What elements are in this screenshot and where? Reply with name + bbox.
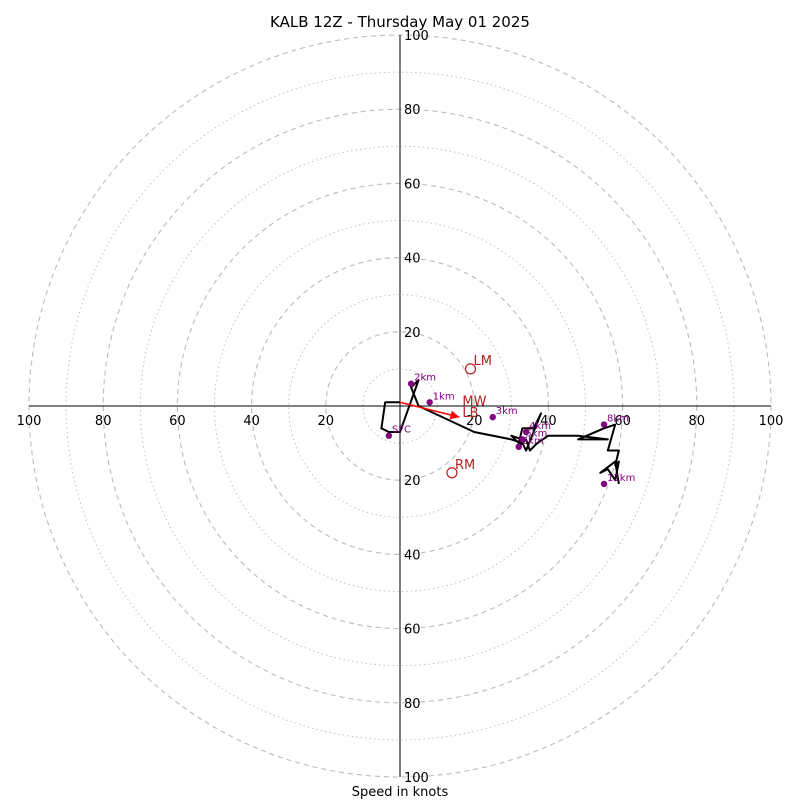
y-tick-label: 20 [404,474,421,489]
x-tick-label: 40 [243,414,260,429]
x-tick-label: 60 [169,414,186,429]
height-marker-point [385,432,393,439]
y-tick-label: 80 [404,697,421,712]
height-marker-label: 6km [522,436,544,447]
chart-title: KALB 12Z - Thursday May 01 2025 [270,13,530,31]
storm-motion-label: LB [462,406,478,421]
height-marker-label: SFC [392,425,411,436]
height-marker-label: 1km [433,391,455,402]
height-marker-label: 5km [525,428,547,439]
x-tick-label: 20 [466,414,483,429]
height-marker-point [489,413,496,421]
x-tick-label: 40 [540,414,557,429]
y-tick-label: 100 [404,29,429,44]
y-tick-label: 60 [404,623,421,638]
y-tick-label: 20 [404,326,421,341]
height-marker-label: 3km [496,406,518,417]
height-marker-label: 2km [414,373,436,384]
height-marker-label: 8km [607,414,629,425]
x-tick-label: 80 [95,414,112,429]
tick-labels: 100 100 80 80 60 60 40 40 20 20 20 20 40 40 60 60 80 80 10… [17,29,784,786]
height-marker-point [522,428,530,436]
height-marker-point [600,421,608,428]
x-tick-label: 60 [614,414,631,429]
x-tick-label: 100 [759,414,784,429]
height-marker-point [426,399,433,406]
y-tick-label: 40 [404,252,421,267]
storm-motion-label: MW [462,395,486,410]
y-tick-label: 60 [404,177,421,192]
height-marker-point [515,443,522,451]
x-tick-label: 100 [17,414,42,429]
height-marker-label: 12km [607,473,635,484]
y-tick-label: 40 [404,548,421,563]
x-tick-label: 20 [318,414,335,429]
storm-motion-label: LM [473,354,491,369]
x-tick-label: 80 [689,414,706,429]
x-axis-label: Speed in knots [352,785,449,800]
hodograph-line [380,379,620,485]
hodograph-trace [380,379,620,485]
axes [29,35,771,777]
mean-wind-vector [399,401,460,420]
storm-motion-label: RM [455,458,475,473]
y-tick-label: 80 [404,103,421,118]
height-marker-label: 4km [529,421,551,432]
y-tick-label: 100 [404,771,429,786]
height-marker-point [600,480,608,488]
mean-wind-arrow [399,401,460,420]
height-marker-point [519,436,526,443]
height-marker-point [407,380,415,387]
storm-motion-point [446,467,458,479]
storm-motion-point [464,363,477,375]
